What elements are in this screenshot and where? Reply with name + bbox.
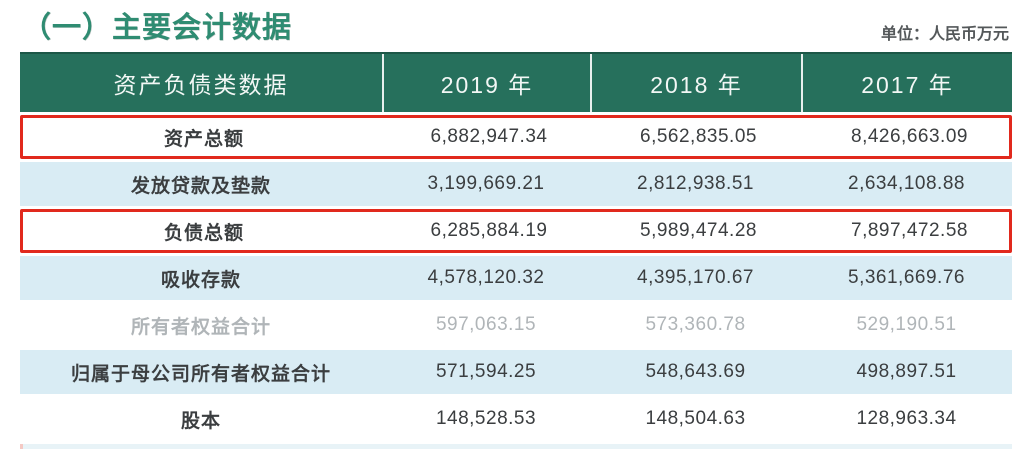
header-cell-2019: 2019 年 [382, 54, 590, 112]
table-row-parent-owners-equity: 归属于母公司所有者权益合计 571,594.25 548,643.69 498,… [20, 350, 1012, 394]
row-label: 股本 [180, 410, 221, 432]
row-value-2019: 148,528.53 [435, 408, 537, 429]
row-value-2018: 2,812,938.51 [637, 173, 754, 194]
unit-label: 单位：人民币万元 [880, 26, 1009, 43]
row-label: 归属于母公司所有者权益合计 [70, 363, 331, 385]
row-value-2019: 597,063.15 [435, 314, 537, 335]
row-value-2018: 4,395,170.67 [637, 267, 754, 288]
row-label: 负债总额 [163, 222, 244, 244]
row-value-2019: 4,578,120.32 [427, 267, 545, 288]
section-title: （一）主要会计数据 [22, 12, 293, 44]
row-value-2017: 5,361,669.76 [848, 267, 965, 288]
next-row-sliver [20, 444, 1012, 449]
header-cell-2017: 2017 年 [801, 54, 1012, 112]
row-label: 吸收存款 [160, 269, 241, 291]
row-value-2017: 529,190.51 [856, 314, 957, 335]
table-row-total-assets: 资产总额 6,882,947.34 6,562,835.05 8,426,663… [20, 115, 1012, 159]
row-value-2017: 128,963.34 [856, 408, 957, 429]
row-value-2019: 3,199,669.21 [427, 173, 545, 194]
row-value-2018: 573,360.78 [645, 314, 746, 335]
row-label: 所有者权益合计 [130, 316, 271, 338]
table-row-total-owners-equity: 所有者权益合计 597,063.15 573,360.78 529,190.51 [20, 303, 1012, 347]
page-header: （一）主要会计数据 单位：人民币万元 [0, 0, 1017, 52]
row-value-2018: 5,989,474.28 [640, 220, 757, 241]
row-value-2017: 498,897.51 [856, 361, 957, 382]
row-value-2019: 6,285,884.19 [430, 220, 548, 241]
accounting-data-table: 资产负债类数据 2019 年 2018 年 2017 年 资产总额 6,882,… [20, 52, 1012, 441]
row-label: 发放贷款及垫款 [130, 175, 271, 197]
row-value-2017: 7,897,472.58 [851, 220, 968, 241]
table-body: 资产总额 6,882,947.34 6,562,835.05 8,426,663… [20, 115, 1012, 441]
table-header-row: 资产负债类数据 2019 年 2018 年 2017 年 [20, 52, 1012, 112]
table-row-share-capital: 股本 148,528.53 148,504.63 128,963.34 [20, 397, 1012, 441]
row-value-2017: 2,634,108.88 [848, 173, 965, 194]
row-value-2018: 548,643.69 [645, 361, 746, 382]
header-cell-2018: 2018 年 [590, 54, 801, 112]
row-value-2018: 148,504.63 [645, 408, 746, 429]
table-row-loans-advances: 发放贷款及垫款 3,199,669.21 2,812,938.51 2,634,… [20, 162, 1012, 206]
row-label: 资产总额 [163, 128, 244, 150]
table-row-deposits: 吸收存款 4,578,120.32 4,395,170.67 5,361,669… [20, 256, 1012, 300]
row-value-2019: 571,594.25 [435, 361, 537, 382]
row-value-2019: 6,882,947.34 [430, 126, 548, 147]
table-row-total-liabilities: 负债总额 6,285,884.19 5,989,474.28 7,897,472… [20, 209, 1012, 253]
row-value-2018: 6,562,835.05 [640, 126, 757, 147]
header-cell-category: 资产负债类数据 [113, 72, 289, 98]
row-value-2017: 8,426,663.09 [851, 126, 968, 147]
